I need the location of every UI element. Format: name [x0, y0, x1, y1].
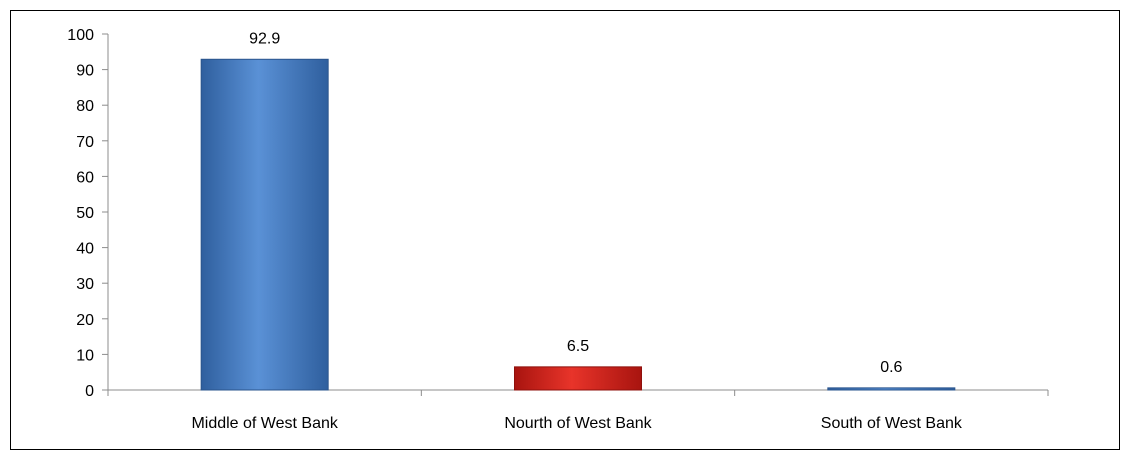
- data-label: 92.9: [249, 30, 280, 47]
- bars: [200, 58, 956, 391]
- bar: [827, 387, 956, 391]
- y-tick-label: 10: [76, 347, 94, 364]
- y-tick-label: 70: [76, 134, 94, 151]
- bar: [200, 58, 329, 391]
- y-tick-label: 50: [76, 205, 94, 222]
- y-tick-label: 0: [85, 383, 94, 400]
- y-tick-label: 40: [76, 241, 94, 258]
- y-axis: 0 10 20 30 40 50 60 70 80 90 100: [67, 27, 109, 400]
- y-tick-label: 90: [76, 63, 94, 80]
- x-tick-label: South of West Bank: [821, 415, 963, 432]
- x-tick-label: Nourth of West Bank: [504, 415, 652, 432]
- y-tick-label: 100: [67, 27, 94, 44]
- data-label: 0.6: [880, 359, 902, 376]
- data-label: 6.5: [567, 338, 589, 355]
- y-tick-label: 30: [76, 276, 94, 293]
- bar: [514, 366, 642, 391]
- y-tick-label: 20: [76, 312, 94, 329]
- y-tick-label: 80: [76, 98, 94, 115]
- y-tick-label: 60: [76, 169, 94, 186]
- data-labels: 92.9 6.5 0.6: [249, 30, 902, 376]
- x-tick-label: Middle of West Bank: [191, 415, 338, 432]
- x-axis: Middle of West Bank Nourth of West Bank So…: [107, 389, 1049, 432]
